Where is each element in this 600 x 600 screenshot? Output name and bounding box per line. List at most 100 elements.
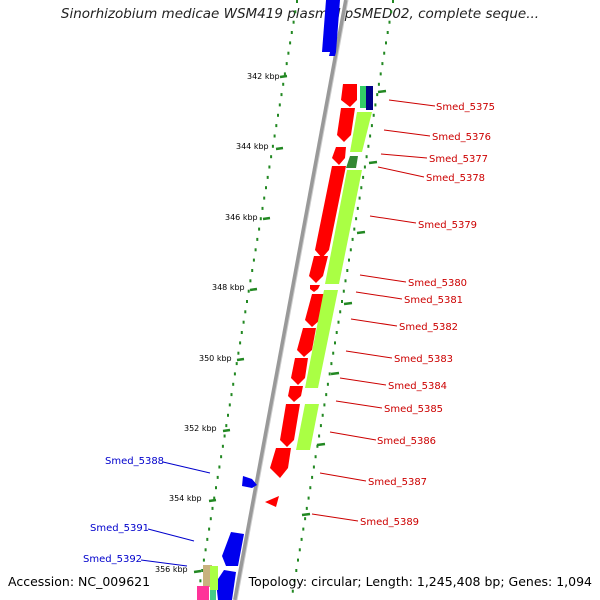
gene-smed-5388-block — [242, 476, 257, 488]
ruler-label-348: 348 kbp — [212, 283, 245, 292]
ruler: 342 kbp 344 kbp 346 kbp 348 kbp 350 kbp … — [155, 72, 288, 574]
track-dot — [314, 455, 317, 459]
gene-smed-5383-arrow — [297, 328, 316, 357]
track-dot — [353, 227, 356, 231]
forward-gene-labels: Smed_5375 Smed_5376 Smed_5377 Smed_5378 … — [360, 102, 495, 528]
track-dot — [259, 217, 262, 221]
gene-label-smed-5378[interactable]: Smed_5378 — [426, 173, 485, 184]
track-dot — [290, 31, 293, 34]
track-dot — [282, 82, 285, 86]
gene-block-reverse — [329, 52, 336, 56]
cog-block — [210, 590, 216, 600]
gene-smed-5379-arrow — [315, 166, 346, 258]
track-dot — [295, 569, 298, 572]
gene-label-smed-5382[interactable]: Smed_5382 — [399, 322, 458, 333]
ruler-label-354: 354 kbp — [169, 494, 202, 503]
track-dot — [360, 186, 363, 190]
track-dot — [365, 155, 368, 159]
track-dot — [206, 537, 209, 541]
track-dot — [339, 310, 342, 314]
track-dot — [216, 475, 219, 479]
track-dot — [239, 341, 242, 345]
track-dot — [277, 113, 279, 117]
gene-label-smed-5381[interactable]: Smed_5381 — [404, 295, 463, 306]
track-dot — [227, 413, 229, 417]
track-dot — [270, 155, 273, 159]
track-dot — [328, 372, 331, 376]
track-dot — [223, 434, 226, 438]
gene-label-smed-5387[interactable]: Smed_5387 — [368, 477, 427, 488]
gene-smed-5375-arrow — [341, 84, 357, 107]
track-dot — [370, 124, 373, 128]
gene-label-smed-5391[interactable]: Smed_5391 — [90, 523, 149, 534]
track-dot — [323, 403, 326, 407]
ruler-tick — [279, 74, 288, 79]
dotted-tracks — [197, 0, 394, 593]
gene-label-smed-5375[interactable]: Smed_5375 — [436, 102, 495, 113]
track-dot — [209, 517, 212, 521]
topology-summary-text: Topology: circular; Length: 1,245,408 bp… — [248, 574, 592, 589]
gene-smed-5391-block — [222, 532, 244, 566]
track-dot — [244, 310, 247, 314]
track-dot — [342, 289, 345, 293]
gene-label-smed-5376[interactable]: Smed_5376 — [432, 132, 491, 143]
gene-label-smed-5386[interactable]: Smed_5386 — [377, 436, 436, 447]
track-dot — [356, 206, 359, 210]
track-dot — [213, 496, 216, 500]
track-dot — [372, 113, 375, 117]
bottom-reverse-genes — [197, 476, 257, 600]
track-dot — [208, 527, 211, 531]
gene-label-smed-5377[interactable]: Smed_5377 — [429, 154, 488, 165]
track-dot — [292, 20, 295, 24]
track-dot — [376, 93, 379, 97]
track-dot — [362, 175, 365, 179]
track-dot — [307, 496, 310, 500]
gene-smed-5385-arrow — [288, 386, 303, 402]
track-dot — [381, 62, 384, 66]
top-reverse-genes — [322, 0, 340, 56]
map-title: Sinorhizobium medicae WSM419 plasmid pSM… — [60, 6, 540, 22]
track-dot — [275, 124, 278, 128]
track-dot — [294, 10, 297, 14]
track-dot — [300, 537, 303, 541]
track-dot — [325, 393, 328, 397]
track-dot — [344, 279, 347, 283]
ruler-tick — [275, 146, 284, 151]
track-dot — [374, 103, 377, 107]
ruler-tick — [262, 216, 271, 221]
gene-smed-5380-arrow — [309, 256, 328, 283]
outer-track-ticks — [301, 89, 387, 517]
track-dot — [392, 0, 394, 3]
gene-label-smed-5388[interactable]: Smed_5388 — [105, 456, 164, 467]
gene-label-smed-5389[interactable]: Smed_5389 — [360, 517, 419, 528]
gene-smed-5377-arrow — [332, 147, 346, 165]
track-dot — [242, 320, 245, 324]
gene-label-smed-5383[interactable]: Smed_5383 — [394, 354, 453, 365]
gene-smed-5376-arrow — [337, 108, 355, 142]
track-dot — [266, 175, 269, 179]
ruler-label-346: 346 kbp — [225, 213, 258, 222]
track-dot — [256, 237, 259, 241]
ruler-label-350: 350 kbp — [199, 354, 232, 363]
gene-label-smed-5384[interactable]: Smed_5384 — [388, 381, 447, 392]
gene-label-smed-5385[interactable]: Smed_5385 — [384, 404, 443, 415]
gene-label-smed-5392[interactable]: Smed_5392 — [83, 554, 142, 565]
gene-label-smed-5380[interactable]: Smed_5380 — [408, 278, 467, 289]
track-dot — [298, 548, 301, 552]
track-dot — [273, 134, 276, 138]
track-dot — [258, 227, 261, 231]
track-dot — [240, 331, 243, 334]
track-dot — [349, 248, 352, 252]
track-dot — [211, 506, 214, 510]
cog-block — [197, 586, 209, 600]
track-dot — [252, 258, 255, 262]
track-dot — [230, 393, 233, 397]
track-dot — [319, 424, 322, 428]
track-dot — [332, 351, 335, 355]
track-dot — [383, 51, 386, 55]
gene-label-smed-5379[interactable]: Smed_5379 — [418, 220, 477, 231]
gene-smed-5384-arrow — [291, 358, 308, 385]
track-dot — [237, 351, 240, 355]
track-dot — [235, 362, 238, 366]
